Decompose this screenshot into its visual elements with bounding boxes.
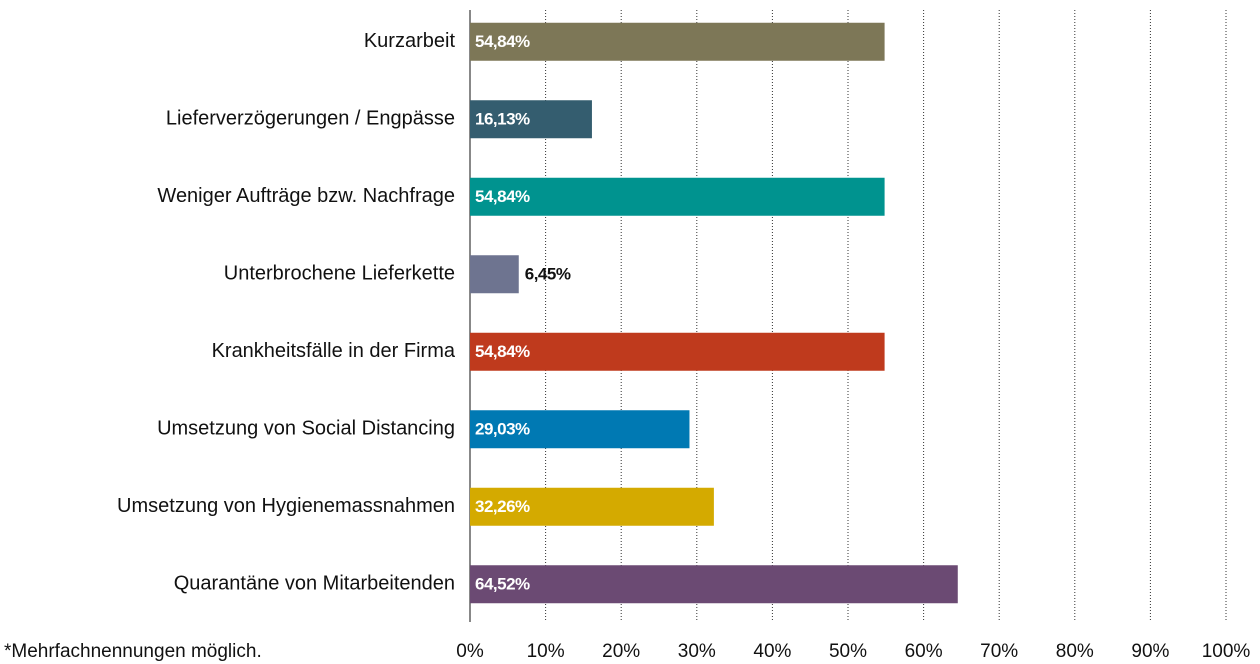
bar xyxy=(470,100,592,139)
x-tick-label: 0% xyxy=(456,641,484,662)
y-tick-label: Quarantäne von Mitarbeitenden xyxy=(174,573,455,595)
x-tick-label: 80% xyxy=(1056,641,1094,662)
bar xyxy=(470,255,519,294)
bar xyxy=(470,177,885,216)
y-tick-label: Lieferverzögerungen / Engpässe xyxy=(166,108,455,130)
y-tick-label: Umsetzung von Social Distancing xyxy=(157,418,455,440)
x-tick-label: 100% xyxy=(1202,641,1251,662)
y-tick-label: Unterbrochene Lieferkette xyxy=(224,263,455,285)
value-label: 32,26% xyxy=(475,497,530,516)
bar xyxy=(470,487,714,526)
value-label: 6,45% xyxy=(525,265,571,284)
bar xyxy=(470,22,885,61)
x-tick-label: 70% xyxy=(980,641,1018,662)
footnote: *Mehrfachnennungen möglich. xyxy=(4,641,262,662)
bar xyxy=(470,332,885,371)
bar xyxy=(470,565,958,604)
x-tick-label: 30% xyxy=(678,641,716,662)
x-tick-label: 50% xyxy=(829,641,867,662)
value-label: 54,84% xyxy=(475,32,530,51)
value-label: 16,13% xyxy=(475,110,530,129)
x-tick-label: 60% xyxy=(905,641,943,662)
y-tick-label: Krankheitsfälle in der Firma xyxy=(212,340,456,362)
y-tick-label: Kurzarbeit xyxy=(364,30,456,52)
y-tick-label: Umsetzung von Hygienemassnahmen xyxy=(117,495,455,517)
value-label: 64,52% xyxy=(475,575,530,594)
y-tick-label: Weniger Aufträge bzw. Nachfrage xyxy=(157,185,455,207)
value-label: 54,84% xyxy=(475,187,530,206)
value-label: 54,84% xyxy=(475,342,530,361)
x-tick-label: 10% xyxy=(527,641,565,662)
x-tick-label: 90% xyxy=(1131,641,1169,662)
bar xyxy=(470,410,690,449)
x-tick-label: 40% xyxy=(753,641,791,662)
x-tick-label: 20% xyxy=(602,641,640,662)
value-label: 29,03% xyxy=(475,420,530,439)
